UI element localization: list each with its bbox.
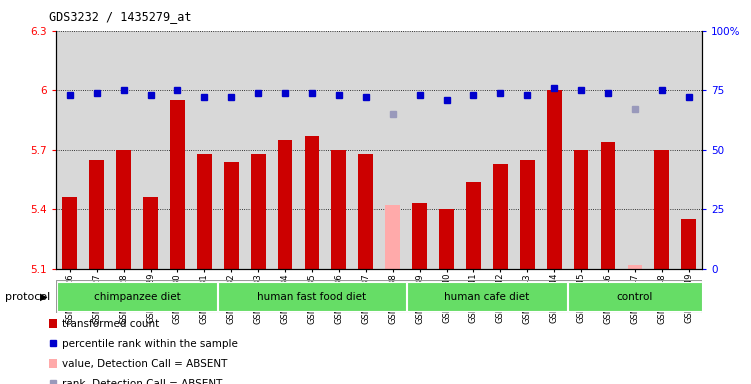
Bar [628, 265, 642, 269]
Bar [358, 154, 373, 269]
Bar [305, 136, 319, 269]
Bar [224, 162, 239, 269]
Bar [407, 282, 567, 311]
Text: human fast food diet: human fast food diet [258, 291, 366, 302]
Bar [385, 205, 400, 269]
Bar [654, 150, 669, 269]
Bar [197, 154, 212, 269]
Bar [89, 160, 104, 269]
Text: GDS3232 / 1435279_at: GDS3232 / 1435279_at [49, 10, 192, 23]
Text: protocol: protocol [5, 291, 50, 302]
Bar [681, 219, 696, 269]
Bar [143, 197, 158, 269]
Bar [574, 150, 589, 269]
Bar [439, 209, 454, 269]
Bar [547, 90, 562, 269]
Bar [62, 197, 77, 269]
Bar [251, 154, 266, 269]
Text: rank, Detection Call = ABSENT: rank, Detection Call = ABSENT [62, 379, 223, 384]
Bar [412, 204, 427, 269]
Text: percentile rank within the sample: percentile rank within the sample [62, 339, 238, 349]
Text: value, Detection Call = ABSENT: value, Detection Call = ABSENT [62, 359, 228, 369]
Bar [170, 100, 185, 269]
Text: transformed count: transformed count [62, 319, 159, 329]
Bar [569, 282, 701, 311]
Text: human cafe diet: human cafe diet [445, 291, 529, 302]
Bar [520, 160, 535, 269]
Text: chimpanzee diet: chimpanzee diet [94, 291, 180, 302]
Bar [466, 182, 481, 269]
Bar [116, 150, 131, 269]
Bar [219, 282, 406, 311]
Bar [57, 282, 217, 311]
Bar [601, 142, 615, 269]
Bar [493, 164, 508, 269]
Text: ▶: ▶ [40, 291, 47, 302]
Text: control: control [617, 291, 653, 302]
Bar [278, 140, 292, 269]
Bar [331, 150, 346, 269]
